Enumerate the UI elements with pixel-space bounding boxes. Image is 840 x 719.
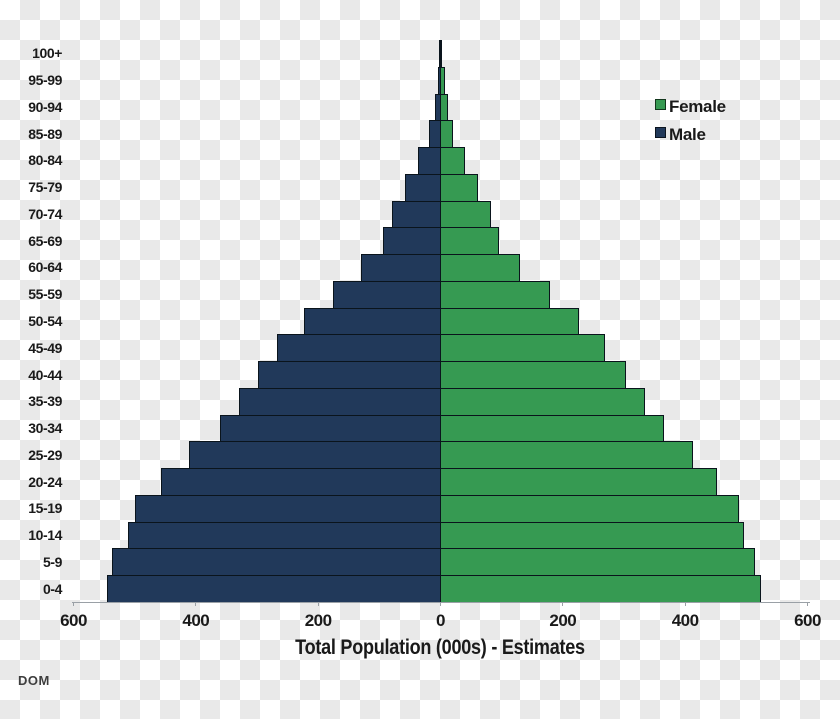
female-bar bbox=[439, 361, 627, 389]
legend: Female Male bbox=[655, 98, 726, 154]
age-group-label: 10-14 bbox=[28, 527, 62, 544]
male-bar bbox=[257, 361, 442, 389]
x-axis-tick-label: 0 bbox=[436, 611, 445, 630]
age-group-label: 55-59 bbox=[28, 286, 62, 303]
age-group-label: 90-94 bbox=[28, 98, 62, 115]
x-axis-tick-label: 400 bbox=[671, 611, 699, 630]
female-bar bbox=[439, 307, 579, 336]
x-axis-title: Total Population (000s) - Estimates bbox=[295, 636, 585, 659]
female-bar bbox=[439, 468, 718, 496]
age-group-label: 80-84 bbox=[28, 152, 62, 169]
age-group-label: 50-54 bbox=[28, 313, 62, 329]
age-group-label: 85-89 bbox=[28, 125, 62, 142]
x-axis-tick-label: 600 bbox=[60, 611, 87, 630]
age-group-label: 25-29 bbox=[28, 446, 62, 463]
age-group-label: 5-9 bbox=[42, 553, 62, 570]
country-code-label: DOM bbox=[18, 673, 50, 688]
male-bar bbox=[418, 147, 442, 175]
legend-item-female: Female bbox=[655, 98, 726, 126]
male-bar bbox=[382, 227, 442, 256]
x-axis-tick-label: 600 bbox=[794, 611, 821, 630]
age-group-label: 95-99 bbox=[28, 72, 62, 89]
female-bar bbox=[439, 521, 744, 550]
age-group-label: 65-69 bbox=[28, 232, 62, 249]
male-bar bbox=[361, 254, 442, 282]
female-bar bbox=[439, 227, 499, 256]
male-swatch-icon bbox=[655, 127, 666, 138]
female-bar bbox=[439, 120, 454, 149]
female-bar bbox=[439, 66, 446, 95]
age-group-label: 45-49 bbox=[28, 339, 62, 356]
x-axis-tick bbox=[807, 602, 808, 606]
x-axis-tick bbox=[317, 602, 319, 606]
age-group-label: 15-19 bbox=[28, 500, 62, 517]
female-bar bbox=[439, 548, 756, 577]
male-bar bbox=[277, 334, 442, 363]
male-bar bbox=[304, 307, 442, 336]
male-bar bbox=[161, 468, 442, 496]
female-bar bbox=[439, 414, 665, 443]
x-axis-tick bbox=[195, 602, 197, 606]
female-bar bbox=[439, 147, 465, 175]
legend-item-male: Male bbox=[655, 126, 726, 154]
x-axis-tick bbox=[562, 602, 564, 606]
x-axis-line bbox=[72, 602, 810, 603]
female-bar bbox=[439, 93, 449, 122]
age-group-label: 35-39 bbox=[28, 393, 62, 410]
male-bar bbox=[219, 414, 442, 443]
male-bar bbox=[134, 494, 442, 523]
female-bar bbox=[439, 254, 521, 282]
legend-label-male: Male bbox=[669, 125, 706, 144]
male-bar bbox=[333, 280, 442, 309]
female-bar bbox=[439, 575, 761, 603]
x-axis-tick-label: 400 bbox=[182, 611, 210, 630]
male-bar bbox=[239, 387, 442, 416]
male-bar bbox=[112, 548, 442, 577]
x-axis-tick-label: 200 bbox=[304, 611, 332, 630]
female-bar bbox=[439, 40, 443, 68]
female-bar bbox=[439, 387, 645, 416]
female-bar bbox=[439, 494, 739, 523]
female-bar bbox=[439, 280, 551, 309]
legend-label-female: Female bbox=[669, 97, 726, 116]
x-axis-tick-label: 200 bbox=[549, 611, 577, 630]
male-bar bbox=[189, 441, 442, 470]
x-axis-tick bbox=[684, 602, 686, 606]
female-bar bbox=[439, 200, 492, 229]
age-group-label: 100+ bbox=[32, 45, 62, 62]
x-axis-tick bbox=[73, 602, 74, 606]
female-swatch-icon bbox=[655, 99, 666, 110]
female-bar bbox=[439, 334, 606, 363]
age-group-label: 75-79 bbox=[28, 179, 62, 196]
female-bar bbox=[439, 441, 693, 470]
age-group-label: 30-34 bbox=[28, 420, 62, 437]
male-bar bbox=[391, 200, 442, 229]
male-bar bbox=[106, 575, 442, 603]
age-group-label: 70-74 bbox=[28, 205, 62, 222]
female-bar bbox=[439, 173, 478, 202]
age-group-label: 0-4 bbox=[42, 580, 62, 597]
age-group-label: 20-24 bbox=[28, 473, 62, 490]
age-group-label: 40-44 bbox=[28, 366, 62, 383]
male-bar bbox=[404, 173, 442, 202]
male-bar bbox=[127, 521, 442, 550]
age-group-label: 60-64 bbox=[28, 259, 62, 276]
x-axis-tick bbox=[440, 602, 441, 606]
